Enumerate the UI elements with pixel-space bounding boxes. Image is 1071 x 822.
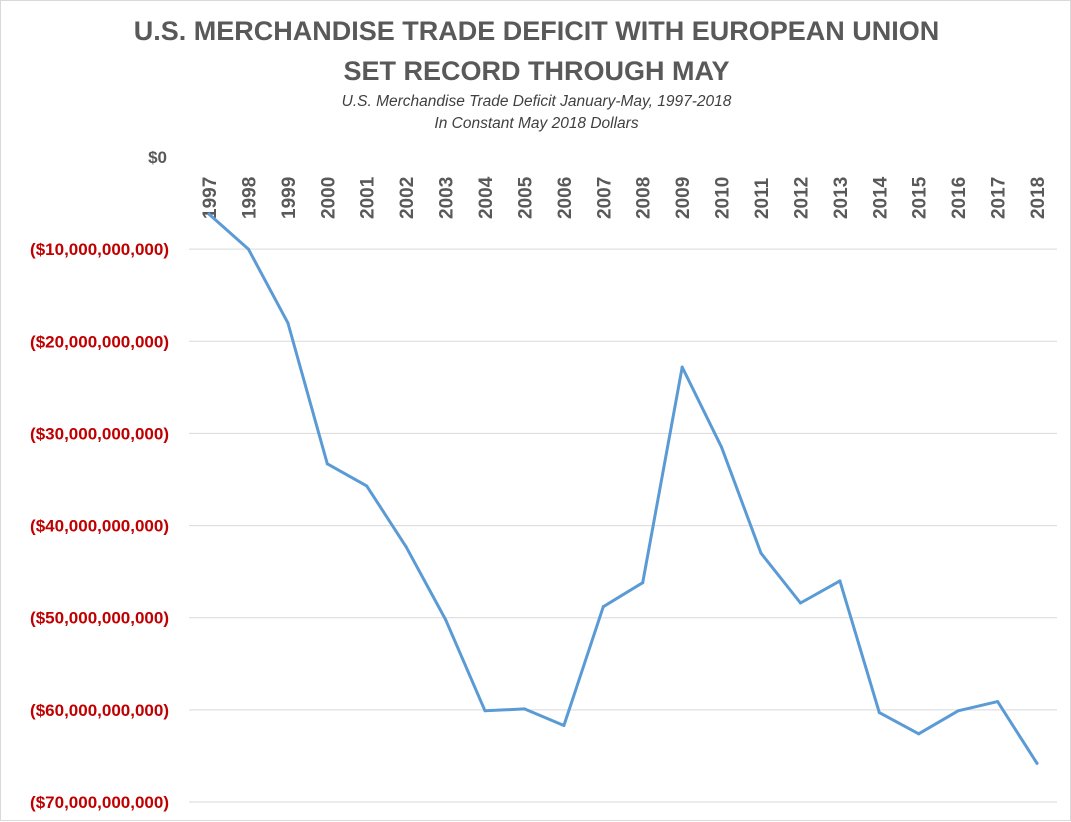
chart-subtitle-line-2: In Constant May 2018 Dollars [434, 115, 639, 132]
y-tick-label: ($50,000,000,000) [30, 609, 169, 628]
data-point-2018 [1035, 761, 1039, 765]
x-tick-label: 2016 [949, 177, 970, 219]
x-tick-label: 2001 [358, 176, 379, 219]
data-point-2014 [877, 711, 881, 715]
data-point-2015 [917, 732, 921, 736]
data-point-2011 [759, 551, 763, 555]
series [207, 212, 1039, 765]
x-tick-label: 2005 [515, 176, 536, 219]
y-tick-label: ($40,000,000,000) [30, 517, 169, 536]
y-tick-label: ($70,000,000,000) [30, 793, 169, 812]
x-tick-label: 2015 [910, 176, 931, 219]
y-tick-label: ($60,000,000,000) [30, 701, 169, 720]
y-tick-label: ($10,000,000,000) [30, 240, 169, 259]
data-point-2005 [522, 707, 526, 711]
y-tick-label: ($20,000,000,000) [30, 332, 169, 351]
chart-subtitle-line-1: U.S. Merchandise Trade Deficit January-M… [341, 93, 732, 110]
data-point-2001 [365, 484, 369, 488]
data-point-2000 [325, 462, 329, 466]
x-tick-label: 2000 [318, 177, 339, 219]
data-point-1999 [286, 321, 290, 325]
data-point-1998 [246, 247, 250, 251]
data-point-2008 [641, 581, 645, 585]
x-tick-label: 1997 [200, 177, 221, 219]
x-tick-label: 2004 [476, 176, 497, 219]
y-axis-tick-labels: $0 ($10,000,000,000) ($20,000,000,000) ($30… [30, 148, 169, 812]
data-point-2010 [720, 445, 724, 449]
x-tick-label: 2011 [752, 177, 773, 219]
data-point-2017 [996, 700, 1000, 704]
x-axis-tick-labels: 1997 1998 1999 2000 2001 2002 2003 2004 2005 2006… [200, 176, 1049, 219]
data-point-2003 [444, 618, 448, 622]
chart-title-line-2: SET RECORD THROUGH MAY [343, 56, 730, 86]
chart-title-line-1: U.S. MERCHANDISE TRADE DEFICIT WITH EURO… [133, 16, 940, 46]
x-tick-label: 2008 [634, 177, 655, 219]
x-tick-label: 2002 [397, 177, 418, 219]
series-line [207, 212, 1039, 765]
data-point-2002 [404, 545, 408, 549]
x-tick-label: 2009 [673, 177, 694, 219]
data-point-2004 [483, 709, 487, 713]
x-tick-label: 2013 [831, 177, 852, 219]
x-tick-label: 2006 [555, 177, 576, 219]
data-point-2016 [956, 709, 960, 713]
gridlines [189, 248, 1057, 803]
data-point-1997 [207, 212, 211, 216]
x-tick-label: 2012 [791, 177, 812, 219]
y-tick-label: $0 [148, 148, 167, 167]
x-tick-label: 2007 [594, 177, 615, 219]
x-tick-label: 2010 [713, 177, 734, 219]
data-point-2013 [838, 579, 842, 583]
data-point-2007 [601, 605, 605, 609]
data-point-2009 [680, 365, 684, 369]
x-tick-label: 1998 [239, 177, 260, 219]
x-tick-label: 2003 [437, 177, 458, 219]
x-tick-label: 2014 [870, 176, 891, 219]
data-point-2012 [798, 601, 802, 605]
x-tick-label: 1999 [279, 177, 300, 219]
data-point-2006 [562, 724, 566, 728]
x-tick-label: 2017 [989, 177, 1010, 219]
x-tick-label: 2018 [1028, 177, 1049, 219]
y-tick-label: ($30,000,000,000) [30, 424, 169, 443]
